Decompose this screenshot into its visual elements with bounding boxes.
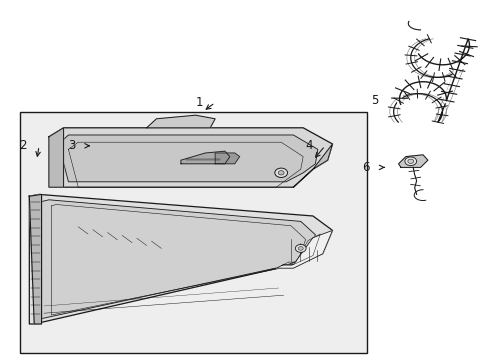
Polygon shape bbox=[276, 230, 332, 268]
Text: 5: 5 bbox=[371, 94, 378, 107]
Polygon shape bbox=[181, 151, 229, 164]
Text: 2: 2 bbox=[20, 139, 27, 152]
Circle shape bbox=[407, 159, 413, 163]
Text: 1: 1 bbox=[195, 96, 203, 109]
Polygon shape bbox=[49, 128, 332, 187]
Text: 6: 6 bbox=[361, 161, 368, 174]
Polygon shape bbox=[398, 155, 427, 167]
Polygon shape bbox=[49, 128, 63, 187]
Circle shape bbox=[295, 244, 305, 252]
Circle shape bbox=[274, 168, 287, 177]
Polygon shape bbox=[146, 115, 215, 128]
Text: 3: 3 bbox=[68, 139, 76, 152]
Circle shape bbox=[298, 247, 303, 250]
Polygon shape bbox=[59, 135, 317, 182]
Polygon shape bbox=[293, 144, 332, 187]
Bar bbox=[20, 112, 366, 353]
Polygon shape bbox=[29, 194, 332, 324]
Polygon shape bbox=[215, 153, 239, 164]
Circle shape bbox=[404, 157, 416, 166]
Polygon shape bbox=[41, 200, 315, 319]
Polygon shape bbox=[29, 194, 41, 324]
Circle shape bbox=[278, 171, 284, 175]
Text: 4: 4 bbox=[305, 139, 312, 152]
